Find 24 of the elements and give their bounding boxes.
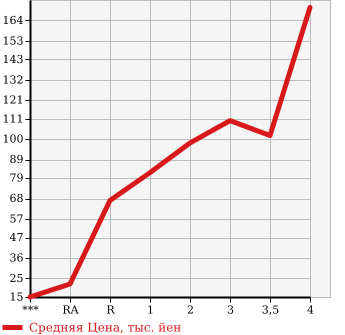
x-tick-label: R — [106, 304, 116, 316]
y-tick-label: 143 — [2, 52, 24, 66]
y-tick-label: 47 — [10, 231, 24, 244]
y-tick-label: 57 — [10, 212, 24, 226]
x-tick-label: RA — [62, 304, 80, 316]
y-tick-label: 68 — [10, 192, 24, 206]
x-tick-label: 4 — [307, 304, 314, 316]
x-tick-label: 2 — [187, 304, 194, 316]
y-tick-label: 111 — [2, 112, 24, 126]
x-tick-label: 3,5 — [262, 304, 280, 316]
y-tick-label: 36 — [10, 252, 24, 265]
y-tick-label: 15 — [10, 290, 24, 304]
y-tick-label: 164 — [2, 14, 24, 27]
x-tick-label: 1 — [147, 304, 154, 316]
y-tick-label: 100 — [2, 132, 24, 146]
y-tick-label: 132 — [2, 73, 24, 86]
x-tick-label: *** — [22, 304, 40, 316]
y-tick-label: 79 — [10, 172, 24, 185]
y-tick-label: 121 — [2, 94, 24, 107]
y-tick-label: 153 — [2, 34, 24, 48]
y-tick-label: 25 — [10, 272, 24, 285]
x-tick-label: 3 — [227, 304, 234, 316]
legend-label: Средняя Цена, тыс. йен — [29, 320, 182, 334]
y-tick-label: 89 — [10, 153, 24, 166]
